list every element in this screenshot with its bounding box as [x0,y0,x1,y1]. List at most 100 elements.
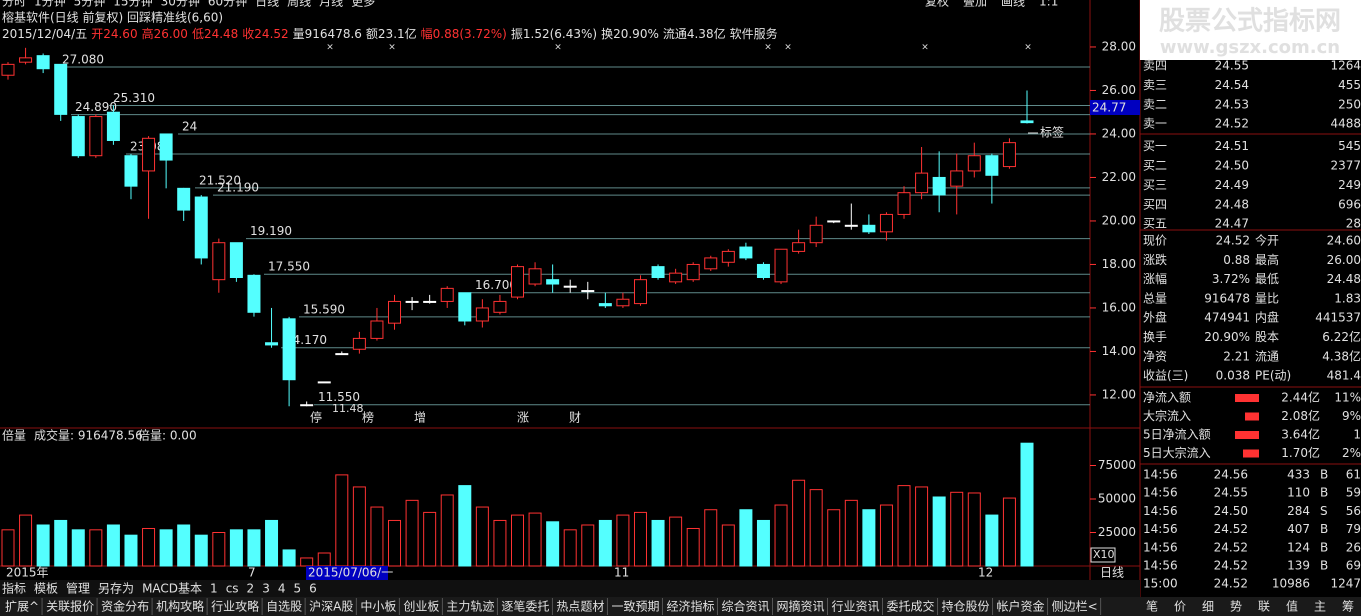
top-menu-item[interactable]: 1分钟 [34,0,66,9]
volume-bar [669,516,683,567]
book-price: 24.53 [1215,97,1249,111]
side-tab[interactable]: 笔 [1146,599,1158,614]
tick-count: 79 [1346,522,1361,536]
bottom-tab[interactable]: 自选股 [266,600,302,614]
flow-label: 5日净流入额 [1143,428,1211,442]
bottom-tab[interactable]: 关联报价 [46,599,94,614]
tab[interactable]: 管理 [66,581,90,596]
top-menu-item[interactable]: 月线 [319,0,343,9]
event-marker[interactable]: 涨 [517,410,529,425]
volume-bar [704,509,718,567]
bottom-tab[interactable]: 创业板 [403,600,439,614]
volume-bar [54,519,68,567]
bottom-tab[interactable]: 综合资讯 [721,599,769,614]
tick-count: 59 [1346,486,1361,500]
tab[interactable]: MACD基本 [142,582,202,596]
top-right-menu-item[interactable]: 画线 [1001,0,1025,9]
bottom-tab[interactable]: 行业攻略 [211,599,259,614]
top-menu-item[interactable]: 5分钟 [74,0,106,9]
bottom-tab[interactable]: 主力轨迹 [446,600,494,614]
top-right-menu-item[interactable]: 叠加 [963,0,987,9]
volume-bar [915,486,929,567]
tick-count: 69 [1346,559,1361,573]
tab[interactable]: 5 [293,582,301,596]
volume-bar [493,519,507,567]
candle-body [651,266,665,278]
top-menu-item[interactable]: 日线 [255,0,279,9]
side-tab[interactable]: 筹 [1342,600,1354,614]
volume-bar [405,499,419,567]
tab[interactable]: 2 [247,582,255,596]
side-tab[interactable]: 细 [1202,600,1214,614]
top-menu-item[interactable]: 分时 [2,0,26,9]
event-marker[interactable]: 停 [310,410,322,425]
level-label: 16.700 [475,278,517,292]
event-marker[interactable]: 榜 [362,410,374,425]
cursor-price-box [1090,100,1140,115]
event-marker[interactable]: 增 [414,411,426,425]
tab[interactable]: 1 [210,582,218,596]
event-marker[interactable]: 财 [569,411,581,425]
bottom-tab[interactable]: 热点题材 [556,600,604,614]
tab[interactable]: 模板 [34,582,58,596]
bottom-tab[interactable]: 帐户资金 [997,599,1045,614]
side-tab[interactable]: 联 [1258,600,1270,614]
tick-side: B [1320,540,1328,554]
marker-x: × [784,43,792,53]
quote-item: 软件服务 [730,26,778,41]
candle-body [317,381,331,384]
y-tick-label: 75000 [1098,458,1136,472]
top-menu-item[interactable]: 60分钟 [208,0,247,9]
tab[interactable]: 6 [309,582,317,596]
bottom-tab[interactable]: 中小板 [360,599,396,614]
bottom-tab[interactable]: 经济指标 [666,599,714,614]
tab[interactable]: cs [226,582,239,596]
book-label: 买四 [1143,197,1167,211]
bottom-tab[interactable]: 资金分布 [101,599,149,614]
tick-side: B [1320,468,1328,482]
flow-amount: 2.44亿 [1281,390,1320,405]
bottom-tab[interactable]: 一致预期 [611,600,659,614]
quote-value: 441537 [1315,311,1361,325]
volume-bar [686,527,700,567]
tab[interactable]: 指标 [2,581,26,596]
top-right-menu-item[interactable]: 1:1 [1039,0,1058,9]
side-tab[interactable]: 势 [1230,600,1242,614]
book-label: 买二 [1143,159,1167,173]
side-tab[interactable]: 价 [1174,600,1186,614]
volume-bar [528,512,542,567]
quote-value: 3.72% [1212,272,1250,286]
tab[interactable]: 3 [262,582,270,596]
bottom-tab[interactable]: 行业资讯 [832,600,880,614]
tick-price: 24.52 [1214,559,1248,573]
bottom-tab[interactable]: 逐笔委托 [501,599,549,614]
tab[interactable]: 4 [278,582,286,596]
top-menu-item[interactable]: 30分钟 [161,0,200,9]
top-menu-item[interactable]: 更多 [351,0,375,9]
cursor-date-box [306,566,388,580]
tick-price: 24.50 [1214,504,1248,518]
candle-body [177,187,191,211]
tick-volume: 10986 [1272,577,1310,591]
top-menu-item[interactable]: 15分钟 [113,0,152,9]
volume-bar [546,521,560,567]
bottom-tab[interactable]: 扩展^ [5,600,39,614]
bottom-tab[interactable]: 沪深A股 [309,600,353,614]
quote-item: 幅0.88(3.72%) [421,26,507,41]
tab[interactable]: 另存为 [98,582,134,596]
book-label: 卖四 [1143,59,1167,73]
side-tab[interactable]: 值 [1286,599,1298,614]
tab-bar [0,580,1140,597]
candle-body [844,224,858,227]
bottom-tab[interactable]: 机构攻略 [156,599,204,614]
bottom-tab[interactable]: 委托成交 [887,599,935,614]
bottom-tab[interactable]: 持仓股份 [942,599,990,614]
side-tab[interactable]: 主 [1314,600,1326,614]
volume-bar [616,514,630,567]
volume-bar [475,506,489,567]
top-right-menu-item[interactable]: 复权 [925,0,949,9]
top-menu-item[interactable]: 周线 [287,0,311,9]
y-tick-label: 22.00 [1102,170,1136,184]
bottom-tab[interactable]: 网摘资讯 [776,599,824,614]
bottom-tab[interactable]: 侧边栏< [1052,599,1098,614]
